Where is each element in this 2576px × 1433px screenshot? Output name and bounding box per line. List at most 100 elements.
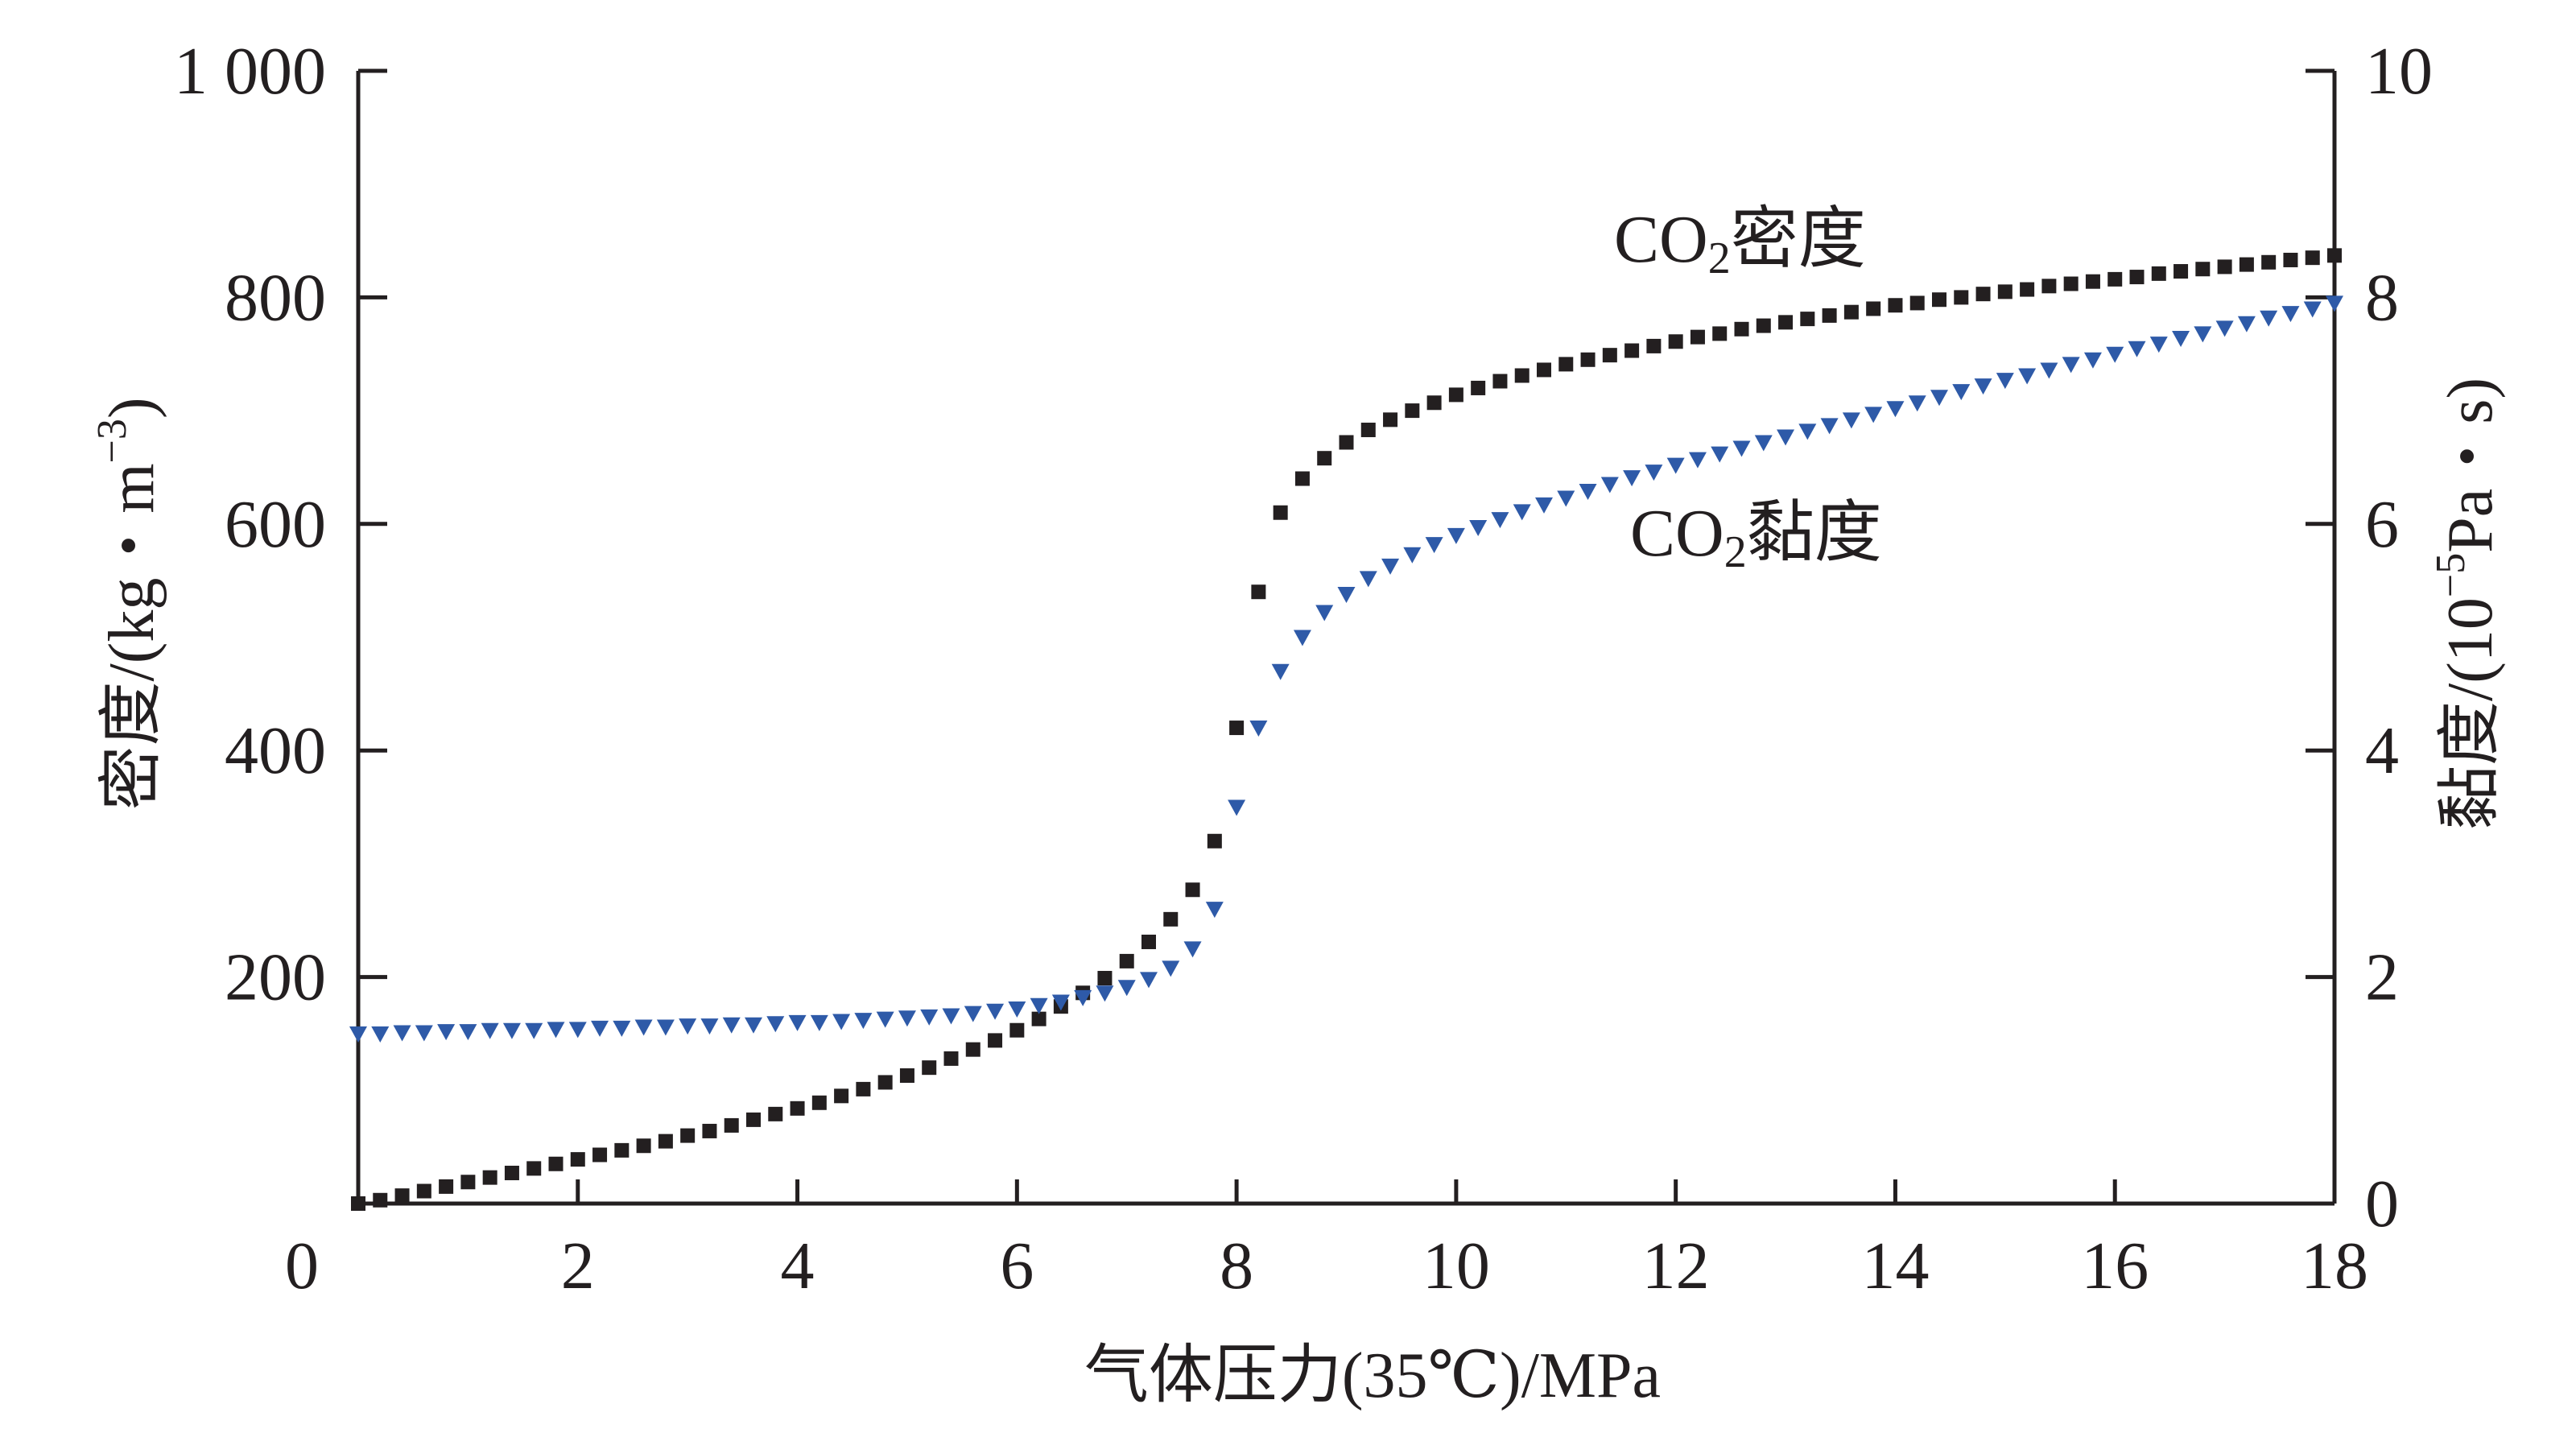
density-point [2085,274,2100,289]
viscosity-point [986,1003,1005,1020]
right-axis-title-sup: −5 [2428,553,2474,597]
density-point [548,1156,564,1171]
density-point [373,1192,388,1208]
viscosity-point [2326,295,2343,312]
viscosity-point [437,1024,456,1041]
density-point [1097,971,1113,986]
viscosity-point [1908,395,1926,412]
viscosity-point [1096,985,1114,1002]
density-point [394,1188,410,1204]
x-tick-label: 12 [1642,1229,1710,1303]
viscosity-point [1974,378,1992,395]
viscosity-point [1996,373,2014,390]
density-point [1734,321,1749,337]
right-y-tick-label: 6 [2365,487,2399,562]
density-point [614,1142,630,1158]
density-point [1383,412,1398,427]
viscosity-point [832,1014,851,1030]
viscosity-point [415,1025,433,1042]
density-point [439,1179,454,1194]
density-point [1537,362,1551,378]
viscosity-point [1271,663,1290,680]
viscosity-point [898,1010,916,1027]
density-series-label: CO2密度 [1614,202,1866,283]
density-label-rest: 密度 [1731,202,1866,277]
density-point [2305,250,2320,266]
density-point [1514,368,1530,383]
viscosity-point [459,1024,477,1041]
density-point [570,1152,585,1167]
viscosity-point [1513,504,1531,521]
viscosity-point [2260,310,2278,327]
density-point [592,1147,608,1163]
density-point [1405,403,1420,419]
viscosity-point [1535,497,1553,514]
viscosity-point [591,1020,609,1037]
x-tick-label: 0 [285,1229,319,1303]
viscosity-point [2040,362,2058,379]
density-point [504,1166,519,1181]
right-axis-title-end: Pa・s) [2435,378,2506,553]
viscosity-point [1183,941,1202,958]
viscosity-point [1732,440,1751,457]
density-point [877,1075,893,1090]
x-tick-label: 8 [1220,1229,1253,1303]
density-point [988,1033,1003,1048]
left-y-tick-label: 800 [225,260,326,335]
density-point [1207,833,1222,849]
viscosity-point [1645,465,1663,481]
viscosity-point [1228,799,1246,816]
left-y-tick-label: 600 [225,487,326,562]
x-tick-label: 4 [781,1229,815,1303]
viscosity-point [1688,452,1707,469]
density-point [1273,505,1288,520]
left-axis-title-main: 密度/(kg・m [97,463,167,810]
viscosity-point [2172,331,2190,348]
density-point [1778,315,1794,330]
density-point [636,1138,651,1154]
density-point [2327,248,2342,263]
viscosity-point [634,1019,653,1036]
density-point [1624,343,1640,358]
density-point [1975,287,1991,302]
density-label-sub: 2 [1708,233,1731,283]
left-y-tick-label: 200 [225,940,326,1015]
viscosity-point [547,1022,565,1039]
viscosity-series [349,295,2343,1043]
viscosity-point [1249,721,1268,737]
viscosity-point [1315,605,1334,622]
x-tick-label: 2 [561,1229,595,1303]
right-axis-title: 黏度/(10−5Pa・s) [2428,378,2506,830]
density-point [1932,292,1946,308]
density-point [2195,262,2211,277]
density-point [2217,259,2232,275]
density-point [1229,721,1245,736]
density-point [1646,338,1662,353]
viscosity-label-sub: 2 [1724,527,1747,577]
viscosity-point [2237,316,2256,332]
viscosity-point [1777,429,1795,446]
viscosity-point [1864,407,1883,423]
viscosity-point [1798,423,1817,440]
density-point [1163,911,1179,927]
density-point [1909,295,1925,311]
right-y-tick-label: 10 [2365,34,2433,109]
viscosity-point [1008,1001,1026,1018]
density-point [1712,326,1728,341]
left-axis-title-sup: −3 [89,419,135,463]
left-axis-title: 密度/(kg・m−3) [89,397,167,810]
density-point [768,1106,783,1121]
density-point [1294,471,1310,486]
viscosity-point [1403,547,1422,564]
density-point [1426,395,1442,411]
viscosity-point [766,1016,785,1033]
density-point [2283,252,2298,267]
viscosity-point [920,1009,939,1026]
x-tick-label: 10 [1422,1229,1490,1303]
viscosity-point [1952,384,1971,401]
density-point [1800,312,1815,327]
right-y-tick-label: 8 [2365,260,2399,335]
viscosity-point [349,1026,367,1043]
left-axis-title-group: 密度/(kg・m−3) [89,397,167,810]
viscosity-point [1491,512,1509,529]
